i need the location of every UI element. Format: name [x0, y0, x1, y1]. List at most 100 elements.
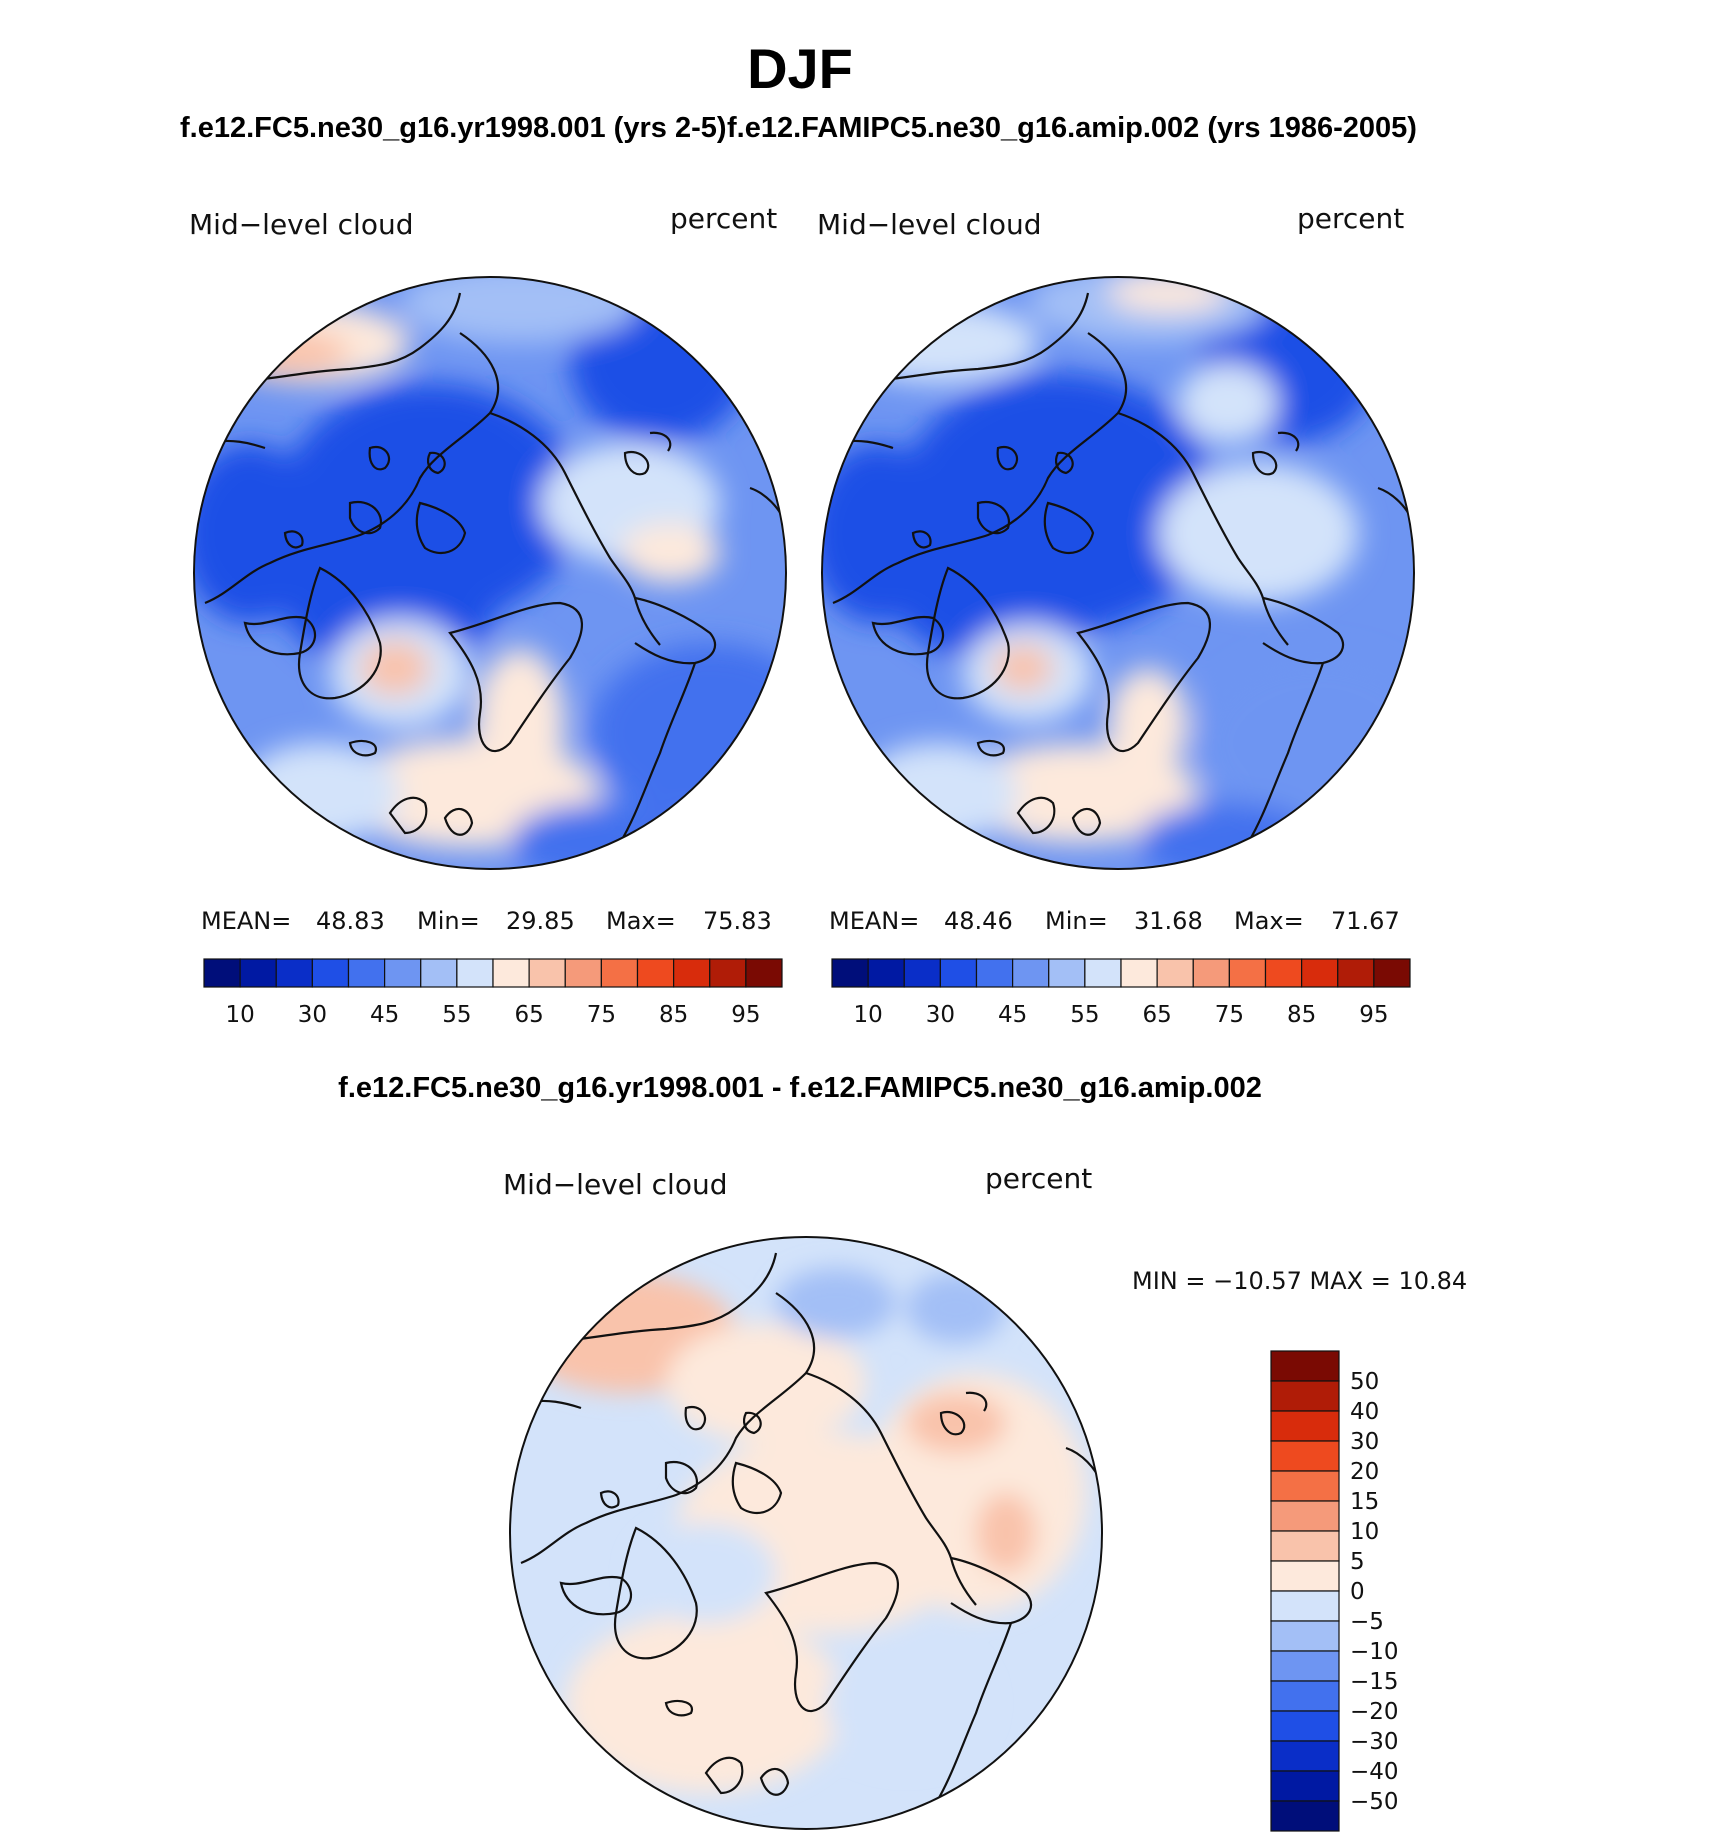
colorbar-swatch: [1337, 958, 1375, 988]
run-a-title: f.e12.FC5.ne30_g16.yr1998.001 (yrs 2-5): [180, 112, 727, 144]
colorbar-swatch: [203, 958, 241, 988]
colorbar-tick-label: 85: [1287, 1002, 1316, 1028]
panel-a-mean-label: MEAN=: [201, 907, 292, 935]
colorbar-swatch: [1120, 958, 1158, 988]
panel-a-mean-value: 48.83: [316, 907, 385, 935]
colorbar-swatch: [939, 958, 978, 988]
colorbar-tick-label: 65: [1142, 1002, 1171, 1028]
colorbar-tick-label: 95: [731, 1002, 760, 1028]
colorbar-swatch: [709, 958, 747, 988]
cloud-high-region: [1108, 277, 1228, 313]
colorbar-swatch: [1373, 958, 1411, 988]
colorbar-swatch: [1270, 1620, 1340, 1652]
panel-a-variable-label: Mid−level cloud: [189, 208, 414, 241]
colorbar-swatch: [975, 958, 1014, 988]
colorbar-swatch: [456, 958, 494, 988]
colorbar-swatch: [1270, 1350, 1340, 1382]
panel-b-min-value: 31.68: [1134, 907, 1203, 935]
colorbar-tick-label: 30: [298, 1002, 327, 1028]
panel-a-min-value: 29.85: [506, 907, 575, 935]
panel-b-units-label: percent: [1297, 202, 1405, 235]
coastlines: [832, 292, 1414, 844]
colorbar-swatch: [831, 958, 869, 988]
colorbar-tick-label: 65: [514, 1002, 543, 1028]
map-panel-difference: [509, 1236, 1103, 1830]
colorbar-swatch: [1270, 1770, 1340, 1802]
diff-positive-region: [666, 1323, 866, 1443]
map-panel-a: [193, 276, 787, 870]
colorbar-swatch: [420, 958, 458, 988]
colorbar-swatch: [1270, 1560, 1340, 1592]
colorbar-tick-label: 75: [587, 1002, 616, 1028]
colorbar-swatch: [1270, 1740, 1340, 1772]
cloud-high-region: [1108, 668, 1188, 778]
panel-a-min-label: Min=: [417, 907, 480, 935]
colorbar-tick-label: 55: [1070, 1002, 1099, 1028]
colorbar-tick-label: 10: [225, 1002, 254, 1028]
colorbar-swatch: [1264, 958, 1303, 988]
cloud-mid-region: [240, 743, 400, 843]
colorbar-tick-label: 0: [1350, 1579, 1365, 1605]
colorbar-swatch: [1270, 1500, 1340, 1532]
cloud-mid-region: [1138, 803, 1318, 869]
colorbar-tick-label: 40: [1350, 1399, 1379, 1425]
cloud-low-region: [822, 443, 948, 623]
diff-negative-region: [636, 1523, 776, 1623]
panel-b-max-label: Max=: [1234, 907, 1304, 935]
colorbar-swatch: [1192, 958, 1230, 988]
colorbar-swatch: [275, 958, 313, 988]
colorbar-swatch: [1270, 1680, 1340, 1712]
diff-variable-label: Mid−level cloud: [503, 1168, 728, 1201]
colorbar-swatch: [1270, 1800, 1340, 1832]
diff-title: f.e12.FC5.ne30_g16.yr1998.001 - f.e12.FA…: [338, 1072, 1262, 1104]
colorbar-panel-a: 10 30 45 55 65 75 85 95: [203, 958, 783, 1028]
cloud-low-region: [194, 443, 320, 623]
cloud-high-region: [475, 648, 565, 798]
panel-b-variable-label: Mid−level cloud: [817, 208, 1042, 241]
colorbar-swatch: [867, 958, 905, 988]
diff-negative-region: [906, 1273, 1006, 1343]
colorbar-tick-label: 75: [1215, 1002, 1244, 1028]
panel-b-min-label: Min=: [1045, 907, 1108, 935]
cloud-mid-region: [1178, 363, 1278, 443]
colorbar-tick-label: 45: [998, 1002, 1027, 1028]
map-border: [509, 1236, 1103, 1830]
colorbar-swatch: [347, 958, 386, 988]
colorbar-tick-label: 10: [1350, 1519, 1379, 1545]
colorbar-swatch: [1270, 1440, 1340, 1472]
diff-positive-region: [976, 1493, 1036, 1573]
coastlines: [204, 292, 786, 844]
cloud-mid-region: [590, 643, 786, 823]
diff-units-label: percent: [985, 1162, 1093, 1195]
map-border: [193, 276, 787, 870]
colorbar-tick-label: 30: [926, 1002, 955, 1028]
cloud-mid-region: [1158, 463, 1358, 603]
panel-a-max-value: 75.83: [703, 907, 772, 935]
panel-b-mean-label: MEAN=: [829, 907, 920, 935]
colorbar-swatch: [745, 958, 783, 988]
diff-positive-region: [906, 1393, 1006, 1453]
colorbar-swatch: [1084, 958, 1122, 988]
colorbar-swatch: [1270, 1470, 1340, 1502]
colorbar-swatch: [1156, 958, 1194, 988]
colorbar-tick-label: 15: [1350, 1489, 1379, 1515]
colorbar-tick-label: 10: [853, 1002, 882, 1028]
colorbar-tick-label: −20: [1350, 1699, 1399, 1725]
colorbar-swatch: [673, 958, 711, 988]
colorbar-swatch: [528, 958, 566, 988]
diff-negative-region: [826, 1643, 986, 1763]
colorbar-swatch: [1270, 1590, 1340, 1622]
colorbar-swatch: [492, 958, 530, 988]
cloud-high-region: [360, 640, 430, 696]
diff-stats: MIN = −10.57 MAX = 10.84: [1132, 1267, 1468, 1295]
colorbar-swatch: [311, 958, 350, 988]
colorbar-tick-label: 50: [1350, 1369, 1379, 1395]
colorbar-tick-label: 55: [442, 1002, 471, 1028]
colorbar-tick-label: 85: [659, 1002, 688, 1028]
colorbar-tick-label: −30: [1350, 1729, 1399, 1755]
colorbar-swatch: [1270, 1650, 1340, 1682]
colorbar-swatch: [600, 958, 639, 988]
panel-a-max-label: Max=: [606, 907, 676, 935]
figure-title: DJF: [747, 37, 853, 100]
